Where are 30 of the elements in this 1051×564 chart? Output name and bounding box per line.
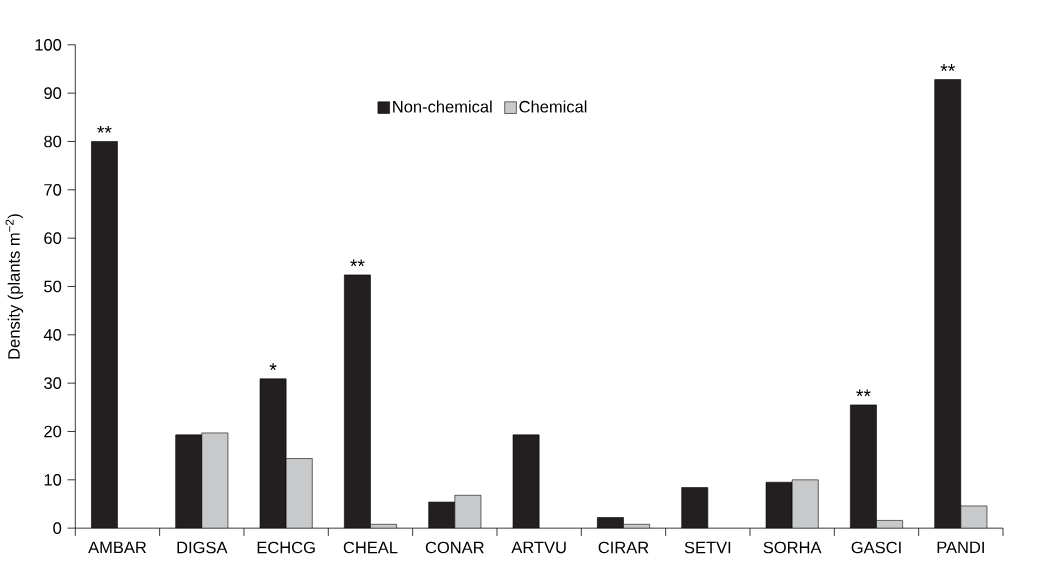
x-tick-label: SETVI	[684, 541, 731, 554]
y-tick-label: 80	[44, 135, 62, 148]
y-tick-label: 70	[44, 183, 62, 196]
x-tick-label: GASCI	[851, 541, 901, 554]
x-tick-label: ECHCG	[257, 541, 315, 554]
y-tick-label: 100	[35, 38, 62, 51]
y-tick-label: 90	[44, 87, 62, 99]
y-tick-label: 0	[53, 522, 62, 534]
x-tick-label: CONAR	[425, 541, 484, 554]
y-tick-label: 30	[44, 377, 62, 389]
x-tick-label: DIGSA	[177, 541, 228, 554]
y-tick-label: 40	[43, 328, 62, 341]
annotation: *	[269, 363, 277, 371]
x-tick-label: AMBAR	[88, 541, 147, 553]
y-tick-label: 10	[44, 473, 62, 486]
legend-label: Chemical	[519, 100, 587, 113]
annotation: **	[940, 64, 956, 71]
legend-label: Non-chemical	[393, 100, 492, 113]
y-axis-title: Density (plants m$^{−2}$)	[5, 214, 24, 359]
y-tick-label: 60	[44, 232, 62, 244]
x-tick-label: PANDI	[937, 541, 984, 553]
y-tick-label: 20	[44, 425, 62, 438]
annotation: **	[97, 125, 112, 133]
x-tick-label: CHEAL	[343, 541, 398, 554]
annotation: **	[350, 259, 365, 267]
y-tick-label: 50	[44, 280, 62, 293]
annotation: **	[856, 389, 871, 397]
x-tick-label: SORHA	[763, 541, 822, 554]
x-tick-label: CIRAR	[598, 541, 649, 554]
x-tick-label: ARTVU	[511, 541, 566, 554]
